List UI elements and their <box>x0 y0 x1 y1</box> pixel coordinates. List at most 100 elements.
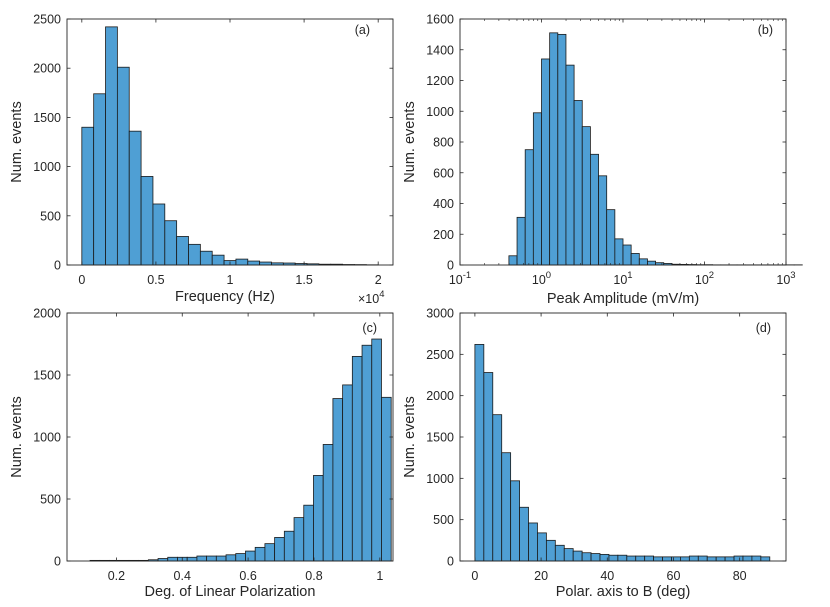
panel-d-bar <box>724 556 735 562</box>
panel-b-bar <box>647 260 657 266</box>
panel-b-x-tick-base: 10 <box>776 273 790 287</box>
panel-a-bar <box>152 203 166 266</box>
panel-a-bar <box>116 66 130 266</box>
panel-b-bar <box>573 100 583 266</box>
panel-a-x-axis-label: Frequency (Hz) <box>175 289 275 305</box>
panel-b-bar <box>557 33 567 266</box>
panel-b-y-tick-label: 600 <box>433 166 454 180</box>
panel-a-x-multiplier: ×104 <box>358 289 385 306</box>
panel-a-x-ticks: 0 0.5 1 1.5 2 <box>78 19 382 287</box>
panel-b-bar <box>638 258 648 266</box>
panel-c-x-ticks: 0.2 0.4 0.6 0.8 1 <box>108 313 383 583</box>
panel-b-bar <box>630 253 640 266</box>
panel-b-bar <box>532 112 542 266</box>
panel-b-x-axis-label: Peak Amplitude (mV/m) <box>547 291 699 307</box>
panel-b-bar <box>622 244 632 266</box>
panel-b-y-tick-label: 1400 <box>426 43 454 57</box>
panel-d-bar <box>617 554 628 562</box>
panel-b-x-tick-label: 10-1 <box>449 270 471 287</box>
panel-a-label: (a) <box>355 23 370 37</box>
panel-b-bar <box>590 153 599 266</box>
panel-c-y-tick-label: 1000 <box>33 431 61 445</box>
panel-c-y-tick-label: 0 <box>54 555 61 569</box>
panel-b-y-tick-label: 1600 <box>426 13 454 27</box>
panel-d-bar <box>733 555 744 562</box>
panel-b-x-tick-base: 10 <box>449 273 463 287</box>
panel-c-bar <box>167 556 178 562</box>
panel-c-bar <box>225 554 237 562</box>
panel-c-y-tick-label: 500 <box>40 493 61 507</box>
panel-b-bar <box>565 64 575 266</box>
panel-a-y-tick-label: 1500 <box>33 111 61 125</box>
panel-b-x-tick-exponent: 0 <box>546 270 551 281</box>
panel-b-bar <box>541 58 551 266</box>
panel-d-bar <box>680 556 690 562</box>
panel-a-x-multiplier-exponent: 4 <box>379 289 384 300</box>
panel-b-x-tick-exponent: 1 <box>627 270 632 281</box>
panel-b-x-tick-label: 100 <box>532 270 551 287</box>
panel-a-y-tick-label: 1000 <box>33 160 61 174</box>
panel-a-bar <box>93 93 106 266</box>
panel-d-bar <box>581 552 592 562</box>
panel-b-bar <box>581 126 591 266</box>
panel-c-bar <box>342 384 353 562</box>
panel-c-x-tick-label: 1 <box>376 569 383 583</box>
panel-c-x-tick-label: 0.4 <box>174 569 191 583</box>
panel-b-y-tick-label: 1200 <box>426 74 454 88</box>
panel-b-label: (b) <box>758 23 773 37</box>
panel-b-x-tick-exponent: 2 <box>709 270 714 281</box>
panel-a-bar <box>199 250 213 266</box>
panel-b-x-tick-label: 101 <box>613 270 632 287</box>
panel-d-label: (d) <box>756 321 771 335</box>
panel-b-bar <box>549 32 559 266</box>
panel-a-y-tick-label: 500 <box>40 209 61 223</box>
panel-b-x-tick-exponent: 3 <box>790 270 795 281</box>
panel-b-x-tick-base: 10 <box>532 273 546 287</box>
panel-d-bar <box>563 548 574 562</box>
panel-a-bar <box>247 260 261 266</box>
panel-d-y-ticks: 0 500 1000 1500 2000 2500 3000 <box>426 307 786 569</box>
panel-d-x-tick-label: 60 <box>667 569 681 583</box>
panel-c-x-tick-label: 0.8 <box>305 569 322 583</box>
panel-b-y-tick-label: 0 <box>447 259 454 273</box>
panel-b-bar <box>606 209 616 266</box>
panel-d-y-tick-label: 3000 <box>426 307 454 321</box>
panel-b-bar <box>614 238 624 266</box>
panel-a-y-tick-label: 2500 <box>33 13 61 27</box>
panel-a-bar <box>81 126 95 266</box>
panel-c-y-tick-label: 2000 <box>33 307 61 321</box>
panel-b-x-tick-label: 103 <box>776 270 795 287</box>
panel-a-bar <box>164 220 178 266</box>
panel-c-bar <box>313 475 324 562</box>
panel-b-x-tick-exponent: -1 <box>463 270 471 281</box>
panel-b-y-tick-label: 400 <box>433 197 454 211</box>
panel-d-bar <box>545 539 556 562</box>
panel-a-y-tick-label: 2000 <box>33 62 61 76</box>
panel-b-bar <box>516 216 526 266</box>
panel-d-bar <box>653 556 663 562</box>
panel-d-bar <box>501 452 512 562</box>
panel-a-y-ticks: 0 500 1000 1500 2000 2500 <box>33 13 393 273</box>
panel-d-bar <box>528 522 538 562</box>
panel-d-bar <box>688 555 699 562</box>
panel-d-bar <box>751 555 762 562</box>
panel-d-y-tick-label: 2000 <box>426 389 454 403</box>
panel-d-bar <box>706 556 717 562</box>
panel-d-bar <box>608 554 619 562</box>
panel-d-bar <box>510 480 520 562</box>
panel-d-x-axis-label: Polar. axis to B (deg) <box>556 584 691 600</box>
panel-c-bar <box>361 344 373 562</box>
panel-c-x-axis-label: Deg. of Linear Polarization <box>145 584 316 600</box>
panel-a-bar <box>235 258 249 266</box>
panel-a-bar <box>105 26 118 266</box>
panel-b-bar <box>524 149 534 266</box>
panel-d-bar <box>715 556 726 562</box>
panel-a-x-multiplier-base: ×10 <box>358 292 379 306</box>
panel-d-y-tick-label: 2500 <box>426 348 454 362</box>
panel-c-bar <box>235 553 246 562</box>
panel-d-bar <box>474 344 485 562</box>
panel-d-bar <box>537 532 547 562</box>
panel-c-bar <box>245 550 256 562</box>
panel-d-bar <box>572 550 583 562</box>
panel-b-y-axis-label: Num. events <box>402 101 418 182</box>
